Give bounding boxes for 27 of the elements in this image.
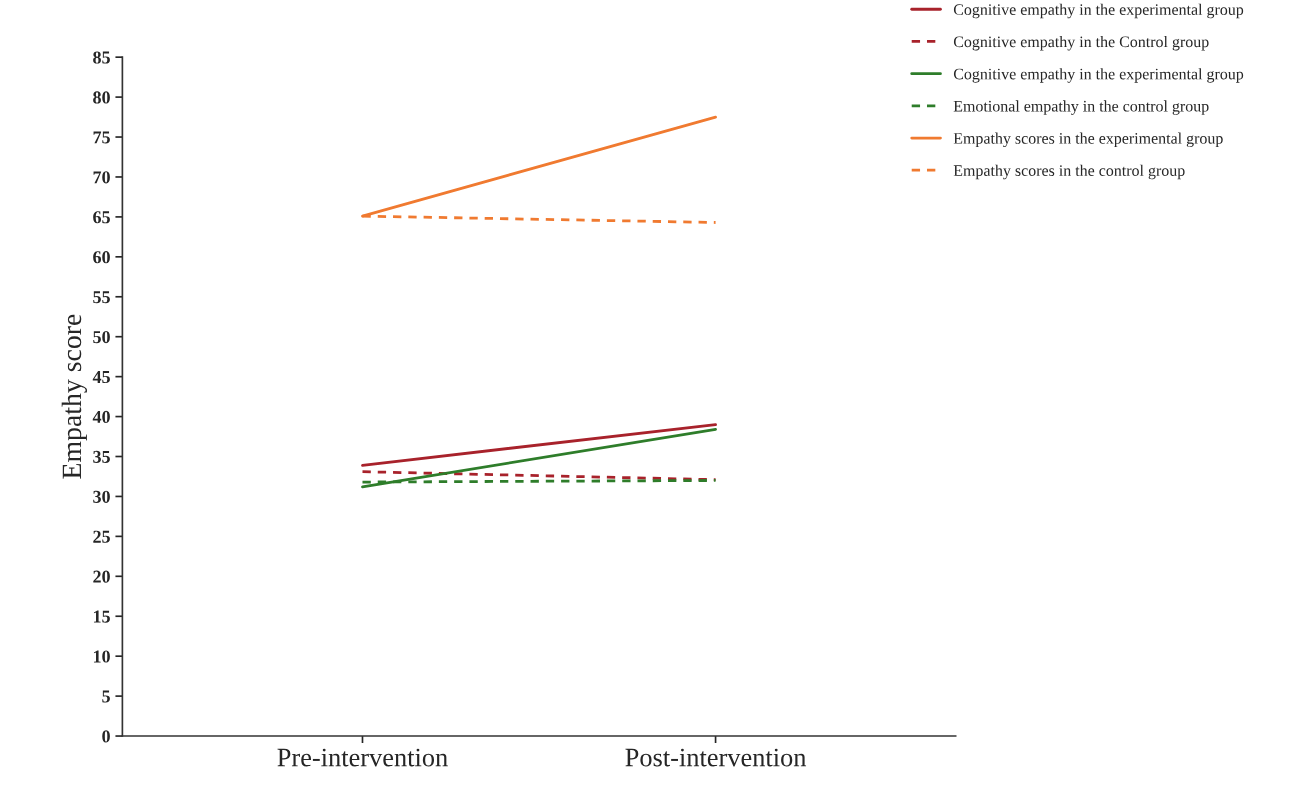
y-tick-label: 85 bbox=[93, 51, 110, 64]
y-axis-title: Empathy score bbox=[61, 314, 87, 479]
y-tick-label: 5 bbox=[102, 690, 110, 703]
y-tick-label: 15 bbox=[93, 610, 110, 623]
y-tick-label: 20 bbox=[93, 570, 110, 583]
legend-label: Empathy scores in the control group bbox=[953, 164, 1185, 180]
y-tick-label: 10 bbox=[93, 650, 110, 663]
y-tick-label: 25 bbox=[93, 530, 110, 543]
y-tick-label: 30 bbox=[93, 490, 110, 503]
legend-label: Cognitive empathy in the experimental group bbox=[953, 3, 1244, 19]
legend-label: Empathy scores in the experimental group bbox=[953, 132, 1223, 148]
legend-label: Cognitive empathy in the Control group bbox=[953, 35, 1209, 51]
y-tick-label: 45 bbox=[92, 371, 110, 384]
y-tick-label: 60 bbox=[93, 251, 110, 264]
y-tick-label: 55 bbox=[93, 291, 110, 304]
y-tick-label: 50 bbox=[93, 330, 110, 344]
legend-label: Cognitive empathy in the experimental group bbox=[953, 68, 1244, 83]
y-tick-label: 70 bbox=[93, 171, 110, 184]
y-tick-label: 65 bbox=[93, 211, 110, 224]
y-tick-label: 0 bbox=[102, 730, 110, 743]
x-tick-label: Pre-intervention bbox=[277, 748, 448, 767]
y-tick-label: 75 bbox=[93, 131, 110, 144]
y-tick-label: 40 bbox=[92, 410, 110, 424]
y-tick-label: 80 bbox=[93, 91, 110, 104]
x-tick-label: Post-intervention bbox=[625, 748, 807, 767]
y-tick-label: 35 bbox=[93, 450, 110, 463]
legend-label: Emotional empathy in the control group bbox=[953, 100, 1209, 115]
